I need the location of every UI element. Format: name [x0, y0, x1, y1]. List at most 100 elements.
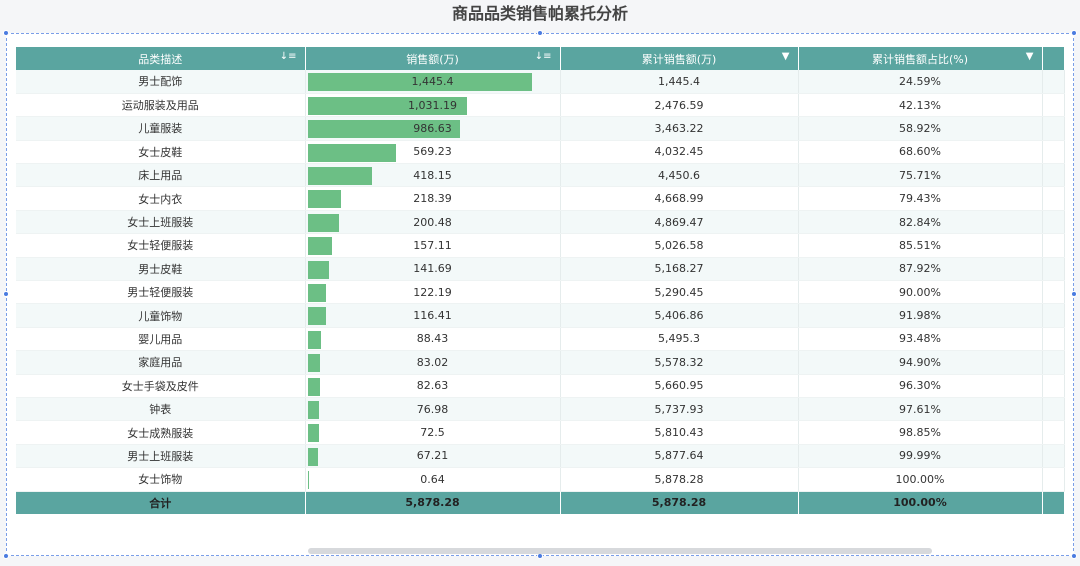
column-header-label: 累计销售额(万): [641, 52, 717, 66]
sales-value: 122.19: [413, 285, 452, 299]
cum-sales-cell: 5,878.28: [560, 467, 799, 492]
spacer-cell: [1042, 210, 1065, 235]
column-header-label: 销售额(万): [406, 52, 459, 66]
resize-handle-top-right[interactable]: [1071, 30, 1077, 36]
sales-cell: 1,031.19: [305, 93, 561, 118]
category-cell: 女士手袋及皮件: [16, 374, 306, 398]
sales-value: 218.39: [413, 192, 452, 206]
table-row[interactable]: 儿童服装 986.63 3,463.22 58.92%: [16, 116, 1065, 141]
cum-pct-cell: 90.00%: [798, 280, 1043, 305]
column-header-sales[interactable]: 销售额(万) ↓≡: [305, 47, 561, 70]
pareto-table: 品类描述 ↓≡ 销售额(万) ↓≡ 累计销售额(万) ▼ 累计销售额占比(%) …: [16, 47, 1065, 515]
resize-handle-top-left[interactable]: [3, 30, 9, 36]
table-row[interactable]: 女士成熟服装 72.5 5,810.43 98.85%: [16, 420, 1065, 445]
category-cell: 婴儿用品: [16, 327, 306, 352]
sales-cell: 88.43: [305, 327, 561, 352]
category-cell: 男士上班服装: [16, 444, 306, 469]
table-row[interactable]: 女士饰物 0.64 5,878.28 100.00%: [16, 467, 1065, 492]
total-row: 合计 5,878.28 5,878.28 100.00%: [16, 491, 1065, 515]
table-header-row: 品类描述 ↓≡ 销售额(万) ↓≡ 累计销售额(万) ▼ 累计销售额占比(%) …: [16, 47, 1065, 70]
sales-value: 569.23: [413, 145, 452, 159]
cum-pct-cell: 82.84%: [798, 210, 1043, 235]
category-cell: 钟表: [16, 397, 306, 422]
spacer-cell: [1042, 350, 1065, 375]
table-row[interactable]: 女士上班服装 200.48 4,869.47 82.84%: [16, 210, 1065, 235]
column-header-cum-sales[interactable]: 累计销售额(万) ▼: [560, 47, 799, 70]
triangle-down-icon[interactable]: ▼: [781, 51, 790, 62]
horizontal-scrollbar[interactable]: [308, 548, 932, 554]
cum-sales-cell: 4,668.99: [560, 186, 799, 211]
cum-sales-cell: 5,290.45: [560, 280, 799, 305]
table-body: 男士配饰 1,445.4 1,445.4 24.59% 运动服装及用品 1,031.19 2…: [16, 70, 1065, 492]
pareto-table-container: 品类描述 ↓≡ 销售额(万) ↓≡ 累计销售额(万) ▼ 累计销售额占比(%) …: [16, 47, 1065, 515]
table-row[interactable]: 运动服装及用品 1,031.19 2,476.59 42.13%: [16, 93, 1065, 118]
cum-pct-cell: 94.90%: [798, 350, 1043, 375]
resize-handle-bottom-right[interactable]: [1071, 553, 1077, 559]
resize-handle-right[interactable]: [1071, 291, 1077, 297]
cum-sales-cell: 5,495.3: [560, 327, 799, 352]
table-row[interactable]: 男士配饰 1,445.4 1,445.4 24.59%: [16, 70, 1065, 94]
spacer-cell: [1042, 420, 1065, 445]
cum-pct-cell: 93.48%: [798, 327, 1043, 352]
total-sales: 5,878.28: [305, 491, 561, 515]
table-row[interactable]: 男士轻便服装 122.19 5,290.45 90.00%: [16, 280, 1065, 305]
spacer-cell: [1042, 327, 1065, 352]
category-cell: 男士轻便服装: [16, 280, 306, 305]
resize-handle-left[interactable]: [3, 291, 9, 297]
category-cell: 运动服装及用品: [16, 93, 306, 118]
sales-value: 88.43: [416, 332, 449, 346]
sort-desc-icon[interactable]: ↓≡: [534, 51, 552, 62]
table-row[interactable]: 女士内衣 218.39 4,668.99 79.43%: [16, 186, 1065, 211]
sales-value: 0.64: [420, 472, 445, 486]
cum-pct-cell: 96.30%: [798, 374, 1043, 398]
sales-bar: [307, 190, 342, 209]
category-cell: 家庭用品: [16, 350, 306, 375]
table-row[interactable]: 男士上班服装 67.21 5,877.64 99.99%: [16, 444, 1065, 469]
sales-bar: [307, 120, 461, 139]
table-row[interactable]: 女士轻便服装 157.11 5,026.58 85.51%: [16, 233, 1065, 258]
cum-sales-cell: 1,445.4: [560, 70, 799, 94]
table-row[interactable]: 男士皮鞋 141.69 5,168.27 87.92%: [16, 257, 1065, 282]
sales-cell: 1,445.4: [305, 70, 561, 94]
table-row[interactable]: 婴儿用品 88.43 5,495.3 93.48%: [16, 327, 1065, 352]
spacer-cell: [1042, 140, 1065, 165]
column-header-label: 累计销售额占比(%): [871, 52, 969, 66]
total-cum-sales: 5,878.28: [560, 491, 799, 515]
resize-handle-bottom-left[interactable]: [3, 553, 9, 559]
cum-pct-cell: 91.98%: [798, 303, 1043, 328]
table-row[interactable]: 家庭用品 83.02 5,578.32 94.90%: [16, 350, 1065, 375]
table-row[interactable]: 钟表 76.98 5,737.93 97.61%: [16, 397, 1065, 422]
column-header-cum-pct[interactable]: 累计销售额占比(%) ▼: [798, 47, 1043, 70]
sales-cell: 83.02: [305, 350, 561, 375]
cum-pct-cell: 99.99%: [798, 444, 1043, 469]
sales-bar: [307, 96, 468, 115]
table-row[interactable]: 儿童饰物 116.41 5,406.86 91.98%: [16, 303, 1065, 328]
cum-pct-cell: 100.00%: [798, 467, 1043, 492]
spacer-cell: [1042, 257, 1065, 282]
category-cell: 女士饰物: [16, 467, 306, 492]
cum-pct-cell: 79.43%: [798, 186, 1043, 211]
sales-bar: [307, 143, 396, 162]
spacer-cell: [1042, 467, 1065, 492]
table-row[interactable]: 女士手袋及皮件 82.63 5,660.95 96.30%: [16, 374, 1065, 398]
triangle-down-icon[interactable]: ▼: [1025, 51, 1034, 62]
sales-bar: [307, 213, 339, 232]
spacer-cell: [1042, 444, 1065, 469]
sales-cell: 218.39: [305, 186, 561, 211]
sort-desc-icon[interactable]: ↓≡: [279, 51, 297, 62]
sales-value: 72.5: [420, 426, 445, 440]
cum-sales-cell: 4,450.6: [560, 163, 799, 188]
cum-sales-cell: 5,026.58: [560, 233, 799, 258]
table-row[interactable]: 女士皮鞋 569.23 4,032.45 68.60%: [16, 140, 1065, 165]
cum-sales-cell: 5,877.64: [560, 444, 799, 469]
table-row[interactable]: 床上用品 418.15 4,450.6 75.71%: [16, 163, 1065, 188]
category-cell: 男士配饰: [16, 70, 306, 94]
sales-bar: [307, 284, 327, 303]
sales-cell: 200.48: [305, 210, 561, 235]
column-header-category[interactable]: 品类描述 ↓≡: [16, 47, 306, 70]
cum-sales-cell: 5,810.43: [560, 420, 799, 445]
category-cell: 女士上班服装: [16, 210, 306, 235]
sales-value: 67.21: [416, 449, 449, 463]
resize-handle-top[interactable]: [537, 30, 543, 36]
sales-value: 116.41: [413, 309, 452, 323]
